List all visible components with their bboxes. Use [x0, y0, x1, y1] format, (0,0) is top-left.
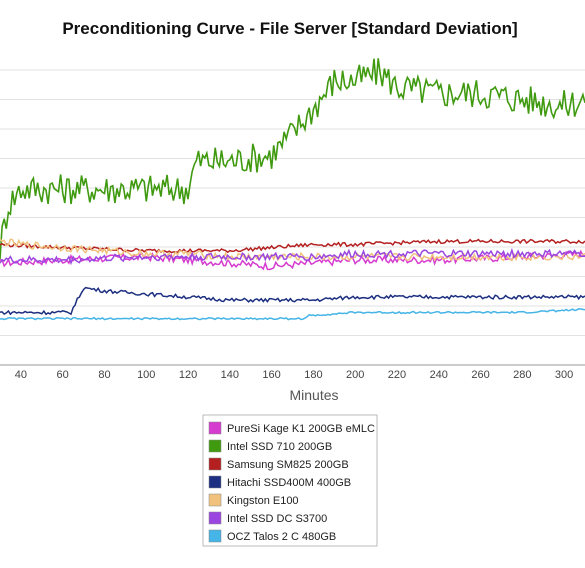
- series-line: [0, 308, 585, 321]
- legend-label: Kingston E100: [227, 495, 299, 507]
- x-tick-label: 200: [346, 369, 364, 381]
- series-line: [0, 58, 585, 260]
- legend-label: Samsung SM825 200GB: [227, 459, 349, 471]
- series-line: [0, 249, 585, 271]
- x-tick-label: 280: [513, 369, 531, 381]
- x-tick-label: 220: [388, 369, 406, 381]
- legend-swatch: [208, 439, 222, 453]
- series-line: [0, 286, 585, 316]
- x-tick-label: 240: [430, 369, 448, 381]
- chart-title: Preconditioning Curve - File Server [Sta…: [62, 19, 517, 38]
- legend-box: [202, 414, 378, 547]
- x-tick-label: 140: [221, 369, 239, 381]
- legend-label: OCZ Talos 2 C 480GB: [227, 531, 336, 543]
- legend-label: Hitachi SSD400M 400GB: [227, 477, 351, 489]
- legend-swatch: [208, 475, 222, 489]
- gridlines: [0, 69, 585, 366]
- x-tick-label: 100: [137, 369, 155, 381]
- legend-swatch: [208, 493, 222, 507]
- legend-swatch: [208, 457, 222, 471]
- x-tick-label: 260: [471, 369, 489, 381]
- x-tick-label: 40: [15, 369, 27, 381]
- legend-swatch: [208, 421, 222, 435]
- plot-area: 40 60 80 100 120 140 160 180 200 220 240 260 280 300: [0, 58, 585, 381]
- series-line: [0, 238, 585, 262]
- legend-label: Intel SSD 710 200GB: [227, 441, 332, 453]
- x-tick-label: 60: [57, 369, 69, 381]
- x-axis-label: Minutes: [289, 387, 338, 403]
- legend-label: Intel SSD DC S3700: [227, 513, 327, 525]
- x-ticks: 40 60 80 100 120 140 160 180 200 220 240 260 280 300: [15, 369, 574, 381]
- legend-swatch: [208, 529, 222, 543]
- x-tick-label: 180: [304, 369, 322, 381]
- x-tick-label: 120: [179, 369, 197, 381]
- legend-label: PureSi Kage K1 200GB eMLC: [227, 423, 375, 435]
- legend-swatch: [208, 511, 222, 525]
- series-line: [0, 238, 585, 254]
- legend-items: PureSi Kage K1 200GB eMLC Intel SSD 710 2…: [208, 421, 375, 543]
- x-tick-label: 80: [98, 369, 110, 381]
- series-line: [0, 247, 585, 266]
- x-tick-label: 160: [262, 369, 280, 381]
- series-group: [0, 58, 585, 321]
- legend: PureSi Kage K1 200GB eMLC Intel SSD 710 2…: [202, 414, 378, 547]
- x-tick-label: 300: [555, 369, 573, 381]
